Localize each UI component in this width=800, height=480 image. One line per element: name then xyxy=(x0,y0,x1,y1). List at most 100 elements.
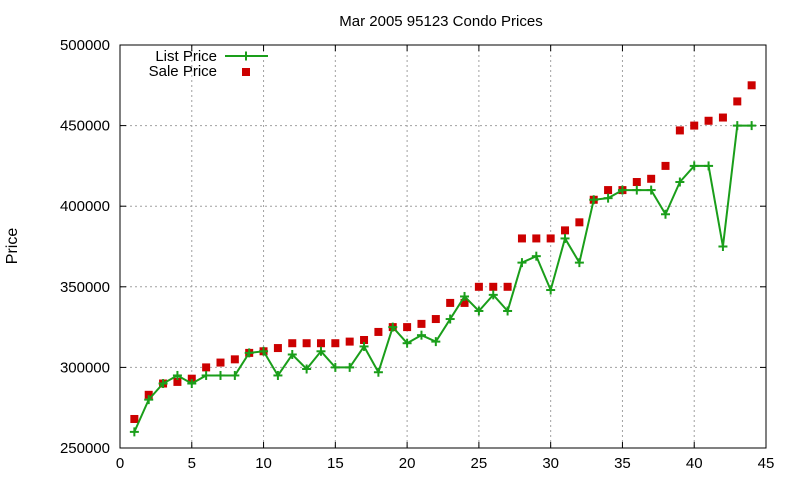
sale-price-point xyxy=(374,327,383,336)
sale-price-point xyxy=(173,377,182,386)
y-tick-label: 350000 xyxy=(60,279,110,296)
list-price-point xyxy=(704,161,714,171)
sale-price-point xyxy=(733,97,742,106)
list-price-point xyxy=(503,306,513,316)
list-price-point xyxy=(215,370,225,380)
list-price-point xyxy=(661,209,671,219)
list-price-point xyxy=(201,370,211,380)
list-price-point xyxy=(445,314,455,324)
list-price-point xyxy=(574,258,584,268)
list-price-point xyxy=(531,251,541,261)
x-tick-label: 35 xyxy=(614,455,631,472)
list-price-point xyxy=(244,348,254,358)
sale-price-point xyxy=(661,161,670,170)
x-tick-label: 0 xyxy=(116,455,124,472)
series-layer xyxy=(129,81,757,437)
legend: List Price Sale Price xyxy=(149,48,268,80)
series-sale-price xyxy=(130,81,756,423)
sale-price-point xyxy=(460,298,469,307)
x-tick-label: 25 xyxy=(471,455,488,472)
x-tick-label: 15 xyxy=(327,455,344,472)
list-price-point xyxy=(560,233,570,243)
grid-lines xyxy=(120,45,766,448)
plot-frame xyxy=(119,44,767,449)
list-price-point xyxy=(359,341,369,351)
legend-label-list-price: List Price xyxy=(155,48,217,65)
y-tick-label: 250000 xyxy=(60,440,110,457)
list-price-point xyxy=(172,370,182,380)
sale-price-point xyxy=(230,355,239,364)
sale-price-point xyxy=(273,344,282,353)
sale-price-point xyxy=(503,282,512,291)
list-price-point xyxy=(273,370,283,380)
list-price-point xyxy=(230,370,240,380)
y-tick-label: 450000 xyxy=(60,118,110,135)
list-price-point xyxy=(747,121,757,131)
list-price-point xyxy=(402,338,412,348)
chart-title: Mar 2005 95123 Condo Prices xyxy=(339,13,542,30)
sale-price-point xyxy=(561,226,570,235)
sale-price-point xyxy=(647,174,656,183)
y-tick-label: 300000 xyxy=(60,359,110,376)
sale-price-point xyxy=(546,234,555,243)
legend-swatch-sale-price xyxy=(242,68,250,76)
list-price-point xyxy=(617,185,627,195)
list-price-point xyxy=(187,379,197,389)
sale-price-point xyxy=(345,337,354,346)
sale-price-point xyxy=(144,390,153,399)
sale-price-point xyxy=(604,186,613,195)
x-tick-label: 5 xyxy=(188,455,196,472)
list-price-point xyxy=(732,121,742,131)
sale-price-point xyxy=(417,319,426,328)
list-price-point xyxy=(546,285,556,295)
sale-price-point xyxy=(718,113,727,122)
x-tick-label: 40 xyxy=(686,455,703,472)
x-tick-label: 45 xyxy=(758,455,775,472)
list-price-point xyxy=(431,337,441,347)
list-price-point xyxy=(675,177,685,187)
list-price-point xyxy=(718,242,728,251)
sale-price-point xyxy=(130,414,139,423)
list-price-point xyxy=(259,346,269,356)
sale-price-point xyxy=(216,358,225,367)
list-price-point xyxy=(287,350,297,360)
list-price-point xyxy=(302,364,312,374)
sale-price-point xyxy=(446,298,455,307)
list-price-point xyxy=(632,185,642,195)
sale-price-point xyxy=(187,374,196,383)
list-price-point xyxy=(158,379,168,389)
list-price-point xyxy=(330,362,340,372)
y-axis-label: Price xyxy=(4,228,21,265)
list-price-point xyxy=(316,346,326,356)
list-price-point xyxy=(345,362,355,372)
sale-price-point xyxy=(575,218,584,227)
sale-price-point xyxy=(489,282,498,291)
sale-price-point xyxy=(474,282,483,291)
sale-price-point xyxy=(202,363,211,372)
x-tick-label: 30 xyxy=(542,455,559,472)
sale-price-point xyxy=(632,178,641,187)
sale-price-point xyxy=(302,339,311,348)
sale-price-point xyxy=(517,234,526,243)
list-price-point xyxy=(144,395,154,405)
list-price-point xyxy=(488,290,498,300)
list-price-point xyxy=(416,330,426,340)
axis-tick-labels: 0 5 10 15 20 25 30 35 40 45 250000 300000 350000 4000… xyxy=(60,37,774,472)
legend-marker-list-price xyxy=(241,51,251,61)
list-price-point xyxy=(517,258,527,268)
y-tick-label: 400000 xyxy=(60,198,110,215)
sale-price-point xyxy=(690,121,699,130)
list-price-point xyxy=(474,306,484,316)
sale-price-point xyxy=(532,234,541,243)
sale-price-point xyxy=(704,116,713,125)
list-price-point xyxy=(646,185,656,195)
list-price-point xyxy=(603,193,613,203)
list-price-point xyxy=(589,195,599,205)
series-list-price xyxy=(129,121,757,437)
list-price-point xyxy=(460,291,470,301)
x-tick-label: 20 xyxy=(399,455,416,472)
list-price-point xyxy=(689,161,699,171)
sale-price-point xyxy=(403,323,412,332)
sale-price-point xyxy=(316,339,325,348)
